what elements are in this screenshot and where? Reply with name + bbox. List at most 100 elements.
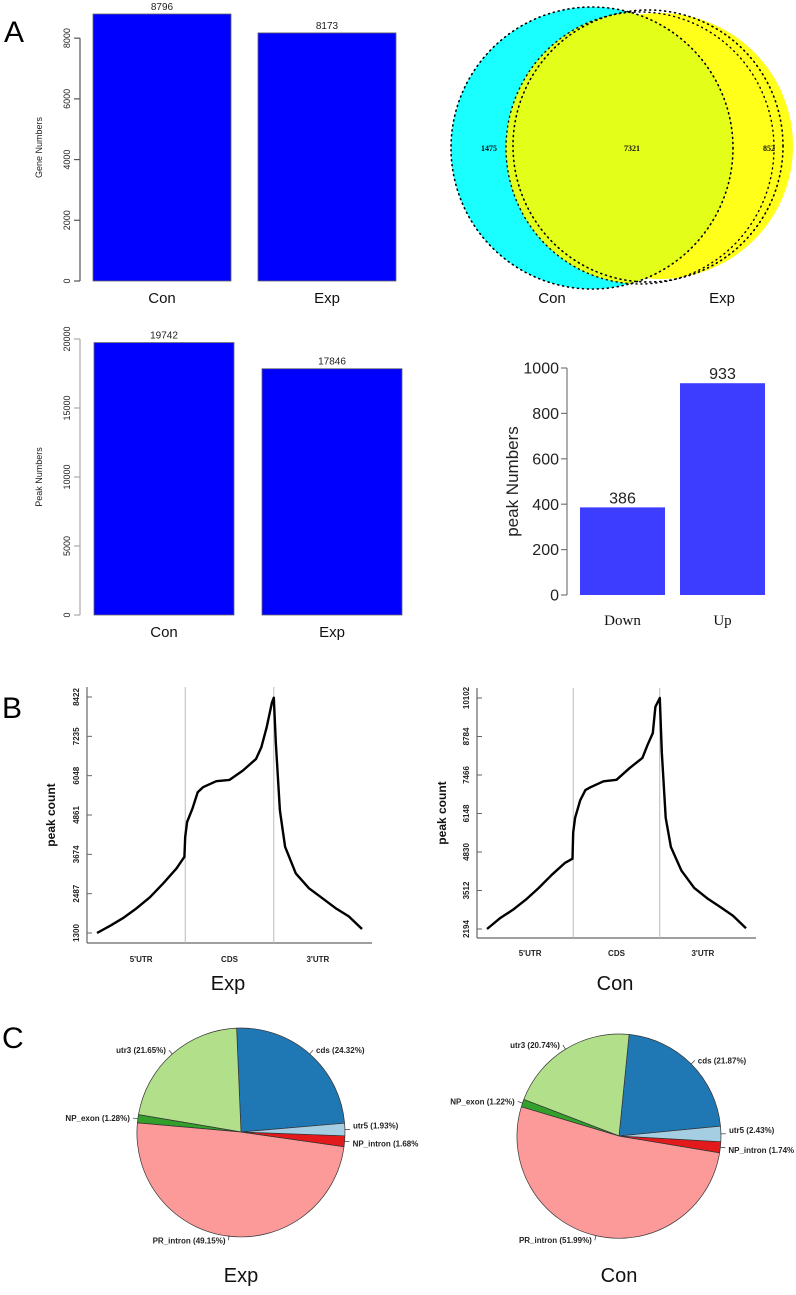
- chart-subtitle: Con: [597, 973, 634, 995]
- pie-slice-label: NP_intron (1.68%: [353, 1140, 419, 1149]
- pie-slice-label: utr3 (21.65%): [116, 1046, 166, 1055]
- y-tick-label: 0: [550, 588, 559, 605]
- chart-subtitle: Exp: [224, 1265, 258, 1287]
- y-tick-label: 5000: [62, 536, 72, 556]
- y-axis-label: peak count: [44, 783, 58, 846]
- pie-leader-line: [132, 1117, 138, 1120]
- venn-set-label: Exp: [709, 290, 735, 307]
- pie-leader-line: [309, 1049, 314, 1055]
- y-tick-label: 3512: [462, 881, 471, 899]
- x-category-label: Con: [150, 624, 178, 641]
- y-tick-label: 2000: [62, 210, 72, 230]
- venn-inner-outline: [505, 11, 775, 285]
- bar-con: [92, 13, 232, 282]
- pie-slice-utr5: [240, 1122, 346, 1137]
- venn-exp-outline: [512, 9, 784, 283]
- y-tick-label: 15000: [62, 395, 72, 420]
- y-tick-label: 10102: [462, 686, 471, 709]
- panel-label-b: B: [2, 692, 23, 725]
- pie-slice-cds: [618, 1034, 721, 1137]
- y-axis-label: Gene Numbers: [34, 116, 44, 178]
- pie-slice-label: utr3 (20.74%): [510, 1041, 560, 1050]
- y-tick-label: 7466: [462, 766, 471, 784]
- x-category-label: Exp: [319, 624, 345, 641]
- bar-value-label: 8796: [151, 2, 174, 13]
- x-region-label: 3'UTR: [306, 955, 329, 964]
- pie-slice-utr3: [138, 1027, 242, 1133]
- y-tick-label: 3674: [72, 845, 81, 863]
- y-tick-label: 0: [62, 612, 72, 617]
- x-region-label: 5'UTR: [130, 955, 153, 964]
- bar-value-label: 386: [609, 490, 636, 507]
- chart-subtitle: Con: [601, 1265, 638, 1287]
- venn-only-con-count: 1475: [481, 144, 497, 153]
- y-tick-label: 20000: [62, 326, 72, 351]
- venn-set-label: Con: [538, 290, 566, 307]
- pie-slice-label: PR_intron (49.15%): [153, 1236, 226, 1245]
- y-tick-label: 10000: [62, 464, 72, 489]
- venn-con-outline: [450, 6, 734, 290]
- pie-slice-utr3: [523, 1033, 630, 1137]
- y-tick-label: 6148: [462, 804, 471, 822]
- bar-up: [680, 383, 765, 595]
- bar-exp: [257, 32, 397, 282]
- y-tick-label: 7235: [72, 727, 81, 745]
- y-tick-label: 8784: [462, 727, 471, 745]
- pie-leader-line: [228, 1235, 230, 1241]
- pie-slice-label: cds (21.87%): [698, 1056, 747, 1065]
- y-tick-label: 6048: [72, 766, 81, 784]
- pie-slice-label: PR_intron (51.99%): [519, 1236, 592, 1245]
- pie-leader-line: [562, 1044, 566, 1050]
- panel-label-a: A: [4, 16, 25, 49]
- peak-density-line: [486, 696, 747, 930]
- y-tick-label: 4830: [462, 843, 471, 861]
- pie-slice-utr5: [618, 1125, 722, 1143]
- x-category-label: Down: [604, 613, 641, 629]
- x-category-label: Up: [713, 613, 731, 629]
- x-region-label: CDS: [221, 955, 239, 964]
- x-category-label: Exp: [314, 290, 340, 307]
- pie-leader-line: [168, 1049, 173, 1055]
- bar-exp: [261, 368, 403, 616]
- y-tick-label: 800: [532, 406, 559, 423]
- pie-slice-label: cds (24.32%): [316, 1046, 365, 1055]
- pie-leader-line: [594, 1235, 597, 1241]
- y-tick-label: 0: [62, 278, 72, 283]
- y-axis-label: peak count: [435, 781, 449, 844]
- y-tick-label: 1300: [72, 924, 81, 942]
- peak-density-line: [96, 696, 363, 935]
- venn-intersection-count: 7321: [624, 144, 640, 153]
- x-category-label: Con: [148, 290, 176, 307]
- y-tick-label: 400: [532, 497, 559, 514]
- y-tick-label: 4000: [62, 150, 72, 170]
- bar-value-label: 17846: [318, 357, 346, 368]
- bar-value-label: 19742: [150, 331, 178, 342]
- chart-subtitle: Exp: [211, 973, 245, 995]
- y-tick-label: 600: [532, 451, 559, 468]
- y-tick-label: 6000: [62, 89, 72, 109]
- y-axis-label: peak Numbers: [503, 426, 522, 537]
- y-axis-label: Peak Numbers: [34, 447, 44, 507]
- bar-con: [93, 342, 235, 616]
- pie-slice-cds: [236, 1027, 345, 1133]
- pie-leader-line: [690, 1060, 696, 1065]
- y-tick-label: 2487: [72, 884, 81, 902]
- pie-slice-label: utr5 (1.93%): [353, 1121, 399, 1130]
- bar-value-label: 8173: [316, 21, 339, 32]
- venn-only-exp-count: 852: [763, 144, 775, 153]
- pie-slice-label: utr5 (2.43%): [729, 1126, 775, 1135]
- x-region-label: CDS: [608, 949, 626, 958]
- y-tick-label: 1000: [523, 361, 559, 378]
- pie-slice-label: NP_intron (1.74%: [728, 1146, 794, 1155]
- bar-down: [580, 507, 665, 595]
- x-region-label: 5'UTR: [519, 949, 542, 958]
- y-tick-label: 4861: [72, 806, 81, 824]
- y-tick-label: 8422: [72, 688, 81, 706]
